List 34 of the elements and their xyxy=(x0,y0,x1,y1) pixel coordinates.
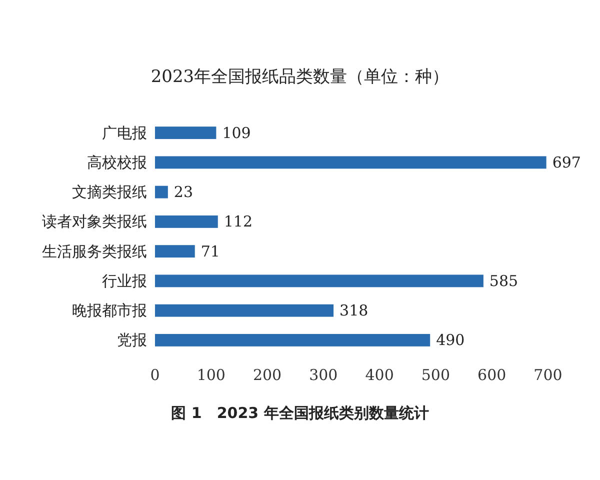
x-tick-label: 200 xyxy=(252,366,282,384)
y-tick-label: 高校校报 xyxy=(87,153,147,172)
data-label: 109 xyxy=(222,124,251,142)
bar xyxy=(155,126,216,140)
x-tick-label: 400 xyxy=(365,366,394,384)
data-label: 23 xyxy=(174,183,194,202)
data-label: 318 xyxy=(340,302,368,320)
y-tick-label: 党报 xyxy=(117,331,147,350)
bar xyxy=(155,215,218,228)
x-tick-label: 500 xyxy=(421,366,450,384)
y-tick-label: 行业报 xyxy=(102,272,147,290)
bar xyxy=(155,186,168,198)
bar xyxy=(155,156,546,169)
bar xyxy=(155,245,195,258)
bar xyxy=(155,334,430,346)
data-label: 585 xyxy=(489,272,518,290)
data-label: 71 xyxy=(200,242,220,260)
x-tick-label: 700 xyxy=(534,366,562,384)
caption: 图 1 2023 年全国报纸类别数量统计 xyxy=(171,404,429,422)
data-label: 490 xyxy=(436,331,465,350)
data-label: 697 xyxy=(552,153,581,172)
x-tick-label: 600 xyxy=(478,366,506,384)
y-tick-label: 生活服务类报纸 xyxy=(42,242,147,260)
bar xyxy=(155,274,484,288)
data-label: 112 xyxy=(224,212,253,231)
x-tick-label: 0 xyxy=(150,366,160,384)
y-tick-label: 广电报 xyxy=(102,124,147,142)
bar xyxy=(155,304,334,317)
y-tick-label: 晚报都市报 xyxy=(72,302,147,320)
x-tick-label: 300 xyxy=(309,366,338,384)
y-tick-label: 文摘类报纸 xyxy=(72,183,147,202)
y-tick-label: 读者对象类报纸 xyxy=(42,212,147,231)
x-tick-label: 100 xyxy=(196,366,226,384)
chart-title: 2023年全国报纸品类数量（单位：种） xyxy=(150,67,450,87)
